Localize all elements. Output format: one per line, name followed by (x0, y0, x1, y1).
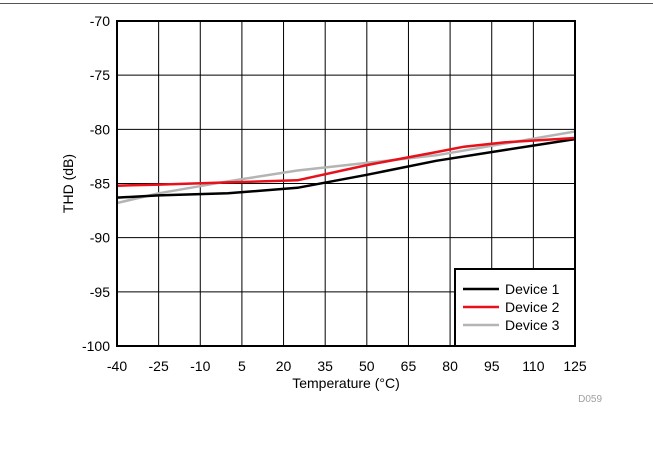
x-tick-label: 95 (484, 358, 500, 374)
x-axis-label: Temperature (°C) (292, 375, 400, 391)
x-tick-label: -25 (149, 358, 169, 374)
x-tick-label: -10 (190, 358, 210, 374)
legend-box (454, 268, 576, 347)
x-tick-label: 5 (238, 358, 246, 374)
plot-frame (116, 20, 576, 347)
x-tick-labels: -40 -25 -10 5 20 35 50 65 80 95 110 125 (107, 358, 587, 374)
x-tick-label: 80 (442, 358, 458, 374)
series-line-device-1 (116, 137, 576, 199)
x-tick-label: 50 (359, 358, 375, 374)
x-tick-label: 125 (563, 358, 587, 374)
series-line-device-2 (116, 136, 576, 187)
x-tick-label: 20 (276, 358, 292, 374)
y-tick-label: -100 (82, 338, 110, 354)
y-tick-labels: -70 -75 -80 -85 -90 -95 -100 (82, 13, 110, 354)
legend-label: Device 2 (505, 299, 560, 315)
x-tick-label: 65 (401, 358, 417, 374)
figure-id: D059 (578, 394, 602, 405)
y-tick-label: -95 (90, 284, 110, 300)
y-axis-label: THD (dB) (60, 154, 76, 213)
legend-label: Device 3 (505, 317, 560, 333)
y-tick-label: -80 (90, 121, 110, 137)
y-tick-label: -85 (90, 176, 110, 192)
series-lines (116, 130, 576, 205)
x-tick-label: 110 (522, 358, 545, 374)
x-tick-label: 35 (317, 358, 333, 374)
legend: Device 1 Device 2 Device 3 (454, 268, 576, 347)
y-tick-label: -90 (90, 230, 110, 246)
legend-label: Device 1 (505, 281, 560, 297)
y-tick-label: -70 (90, 13, 110, 29)
x-tick-label: -40 (107, 358, 127, 374)
series-line-device-3 (116, 130, 576, 205)
y-tick-label: -75 (90, 67, 110, 83)
